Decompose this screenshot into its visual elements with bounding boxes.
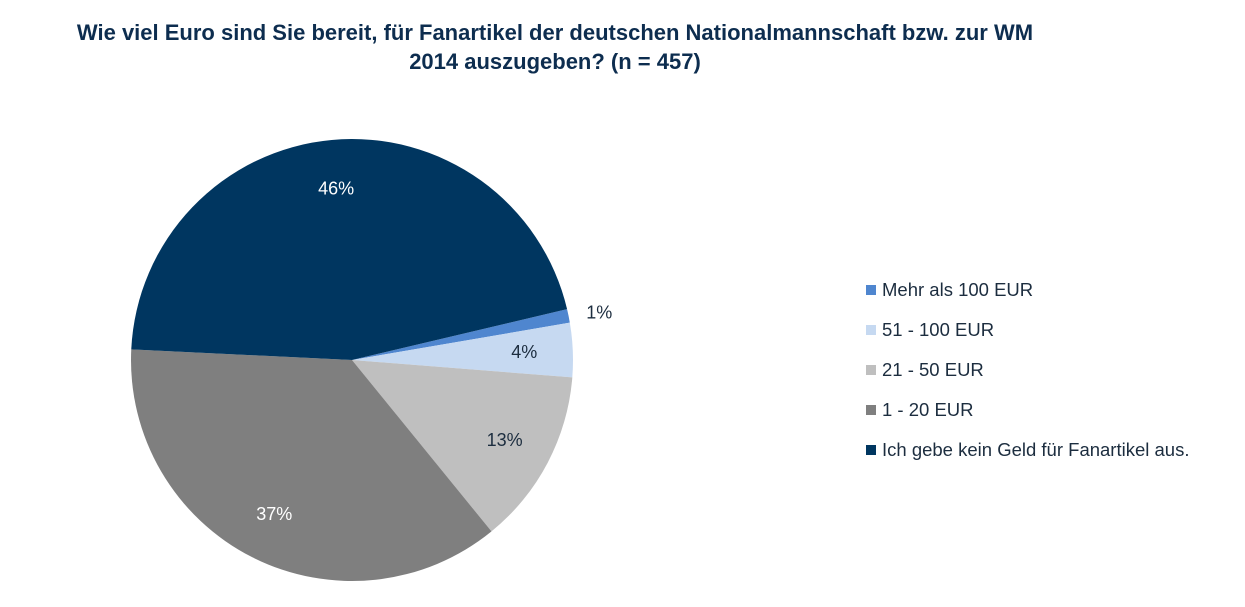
- legend-item: 51 - 100 EUR: [866, 310, 1189, 350]
- pie-data-labels: 1% 4% 13% 37% 46%: [256, 178, 612, 524]
- legend-swatch: [866, 405, 876, 415]
- pie-slice: [131, 138, 568, 360]
- legend-label: Mehr als 100 EUR: [882, 279, 1034, 300]
- pie-data-label: 37%: [256, 504, 292, 524]
- legend-label: 21 - 50 EUR: [882, 359, 984, 380]
- pie-slices: [131, 138, 573, 581]
- chart-title-line-1: Wie viel Euro sind Sie bereit, für Fanar…: [76, 20, 1034, 45]
- pie-slice: [352, 309, 570, 360]
- pie-data-label: 1%: [586, 303, 612, 323]
- pie-slice: [352, 322, 573, 378]
- chart-title-line-2: 2014 auszugeben? (n = 457): [409, 49, 701, 74]
- pie-slice: [131, 349, 492, 581]
- pie-data-label: 46%: [318, 178, 354, 198]
- legend-swatch: [866, 365, 876, 375]
- chart-title: Wie viel Euro sind Sie bereit, für Fanar…: [0, 18, 1110, 76]
- legend-swatch: [866, 445, 876, 455]
- legend-item: 21 - 50 EUR: [866, 350, 1189, 390]
- pie-data-label: 4%: [511, 342, 537, 362]
- legend-label: 51 - 100 EUR: [882, 319, 995, 340]
- legend-item: 1 - 20 EUR: [866, 390, 1189, 430]
- legend-label: 1 - 20 EUR: [882, 399, 974, 420]
- pie-data-label: 13%: [487, 430, 523, 450]
- pie-slice: [352, 360, 573, 532]
- legend-swatch: [866, 325, 876, 335]
- legend: Mehr als 100 EUR 51 - 100 EUR 21 - 50 EU…: [866, 270, 1189, 470]
- legend-item: Mehr als 100 EUR: [866, 270, 1189, 310]
- legend-item: Ich gebe kein Geld für Fanartikel aus.: [866, 430, 1189, 470]
- legend-swatch: [866, 285, 876, 295]
- legend-label: Ich gebe kein Geld für Fanartikel aus.: [882, 439, 1190, 460]
